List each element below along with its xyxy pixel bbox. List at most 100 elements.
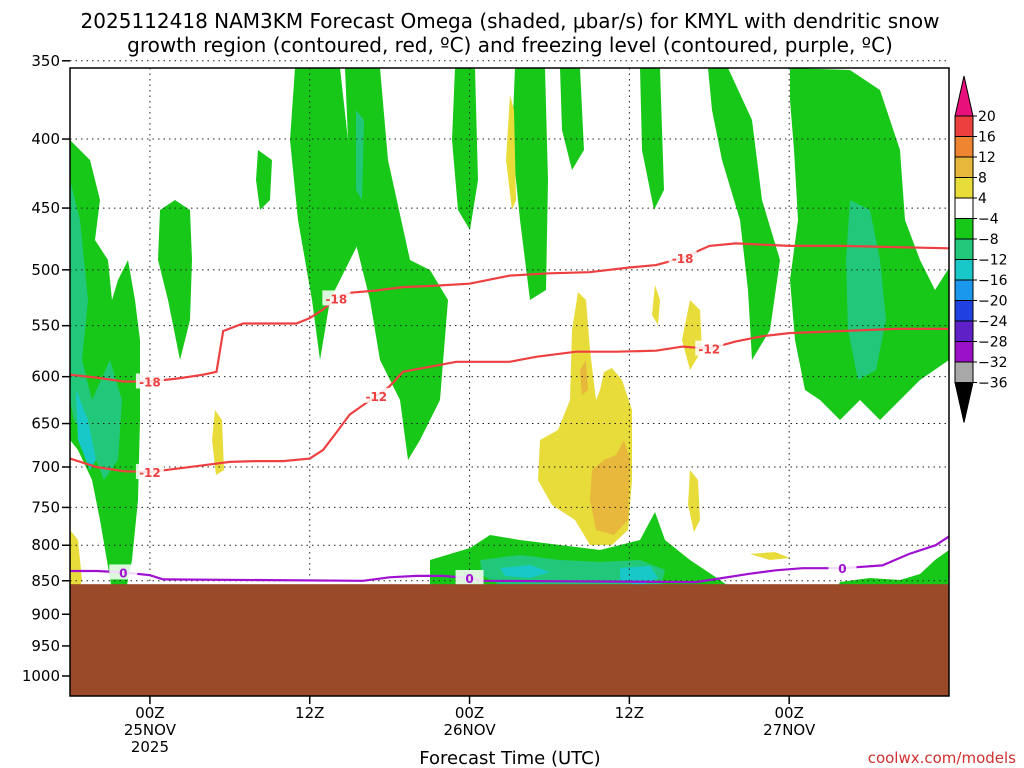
omega-region [560,68,584,170]
credit-text: coolwx.com/models [868,749,1016,767]
omega-region [590,440,630,535]
y-tick-label: 750 [31,498,60,516]
x-axis-title: Forecast Time (UTC) [419,748,600,768]
chart-title-line-1: 2025112418 NAM3KM Forecast Omega (shaded… [81,9,940,33]
y-tick-label: 900 [31,605,60,623]
plot-frame [69,67,950,697]
y-tick-label: 500 [31,261,60,279]
contour-label: -18 [139,376,161,390]
contour-label: -12 [698,343,720,357]
colorbar-segment [954,177,974,199]
omega-region [212,410,224,475]
colorbar-segment [954,320,974,342]
colorbar-segment [954,238,974,260]
colorbar-label: 20 [978,109,996,125]
contour-label: 0 [119,566,127,580]
contour-line--18 [69,242,950,383]
colorbar-segment [954,341,974,363]
colorbar-segment [954,361,974,383]
colorbar-label: 16 [978,130,996,146]
omega-region [652,285,660,325]
x-tick-label: 00Z [455,704,484,722]
colorbar-segment [954,279,974,301]
omega-region [688,470,700,532]
omega-region [480,555,665,592]
omega-region [750,552,790,560]
colorbar-segment [954,156,974,178]
contour-label-background [668,249,697,265]
omega-region [70,140,140,590]
y-tick-label: 450 [31,199,60,217]
omega-region [512,68,548,300]
colorbar-label: −16 [978,273,1008,289]
omega-region [506,95,516,210]
contour-label-background [135,373,164,389]
colorbar-segment [954,115,974,137]
contour-label-background [455,569,484,585]
y-tick-label: 600 [31,368,60,386]
omega-region [452,68,478,230]
contour-label: 0 [838,562,846,576]
omega-region [158,200,192,360]
omega-region [290,68,360,360]
colorbar-label: −20 [978,294,1008,310]
colorbar-label: 4 [978,191,987,207]
contour-label-background [135,463,164,479]
y-tick-label: 700 [31,458,60,476]
x-tick-label: 26NOV [443,721,496,739]
plot-area: -18 -18 -18 -12 -12 -12 0 0 0 [69,60,950,697]
y-tick-label: 550 [31,317,60,335]
below-ground-fill [70,584,949,696]
contour-label-background [109,564,138,580]
contour-label: -18 [672,252,694,266]
contour-label-background [322,290,351,306]
colorbar-label: −32 [978,355,1008,371]
x-tick-label: 2025 [131,738,169,756]
colorbar-label: −4 [978,212,999,228]
x-tick-label: 12Z [615,704,644,722]
x-tick-label: 27NOV [763,721,816,739]
colorbar: 20 16 12 8 4 −4 −8 −12 −16 −20 −24 −28 −32 −36 [954,75,1008,423]
colorbar-label: 12 [978,150,996,166]
colorbar-label: 8 [978,171,987,187]
x-tick-label: 00Z [774,704,803,722]
omega-region [70,180,122,480]
omega-region [76,390,96,470]
y-tick-label: 800 [31,536,60,554]
colorbar-label: −24 [978,314,1008,330]
contour-label: -12 [365,390,387,404]
omega-region [846,200,886,380]
omega-region [640,68,664,210]
contour-label-background [695,340,724,356]
x-tick-label: 12Z [295,704,324,722]
y-tick-label: 400 [31,130,60,148]
contour-lines: -18 -18 -18 -12 -12 -12 0 0 0 [69,242,950,586]
colorbar-segment [954,300,974,322]
colorbar-top-arrow [954,75,974,117]
omega-region [70,530,82,600]
omega-region [500,565,658,586]
colorbar-segment [954,197,974,219]
contour-line--12 [69,327,949,474]
omega-region [580,360,588,395]
contour-label: -18 [326,292,348,306]
y-axis: 2503003504004505005506006507007508008509… [22,52,70,685]
omega-region [345,68,448,460]
chart-title-line-2: growth region (contoured, red, ºC) and f… [127,33,893,57]
omega-region [256,150,272,210]
x-tick-label: 25NOV [124,721,177,739]
y-tick-label: 950 [31,637,60,655]
contour-label: -12 [139,466,161,480]
y-tick-label: 1000 [22,667,60,685]
omega-region [708,68,780,360]
colorbar-label: −36 [978,376,1008,392]
colorbar-label: −28 [978,335,1008,351]
colorbar-bottom-arrow [954,382,974,423]
contour-label-background [362,387,391,403]
colorbar-segment [954,218,974,240]
y-tick-label: 850 [31,572,60,590]
colorbar-segment [954,136,974,158]
contour-label-background [828,560,857,576]
